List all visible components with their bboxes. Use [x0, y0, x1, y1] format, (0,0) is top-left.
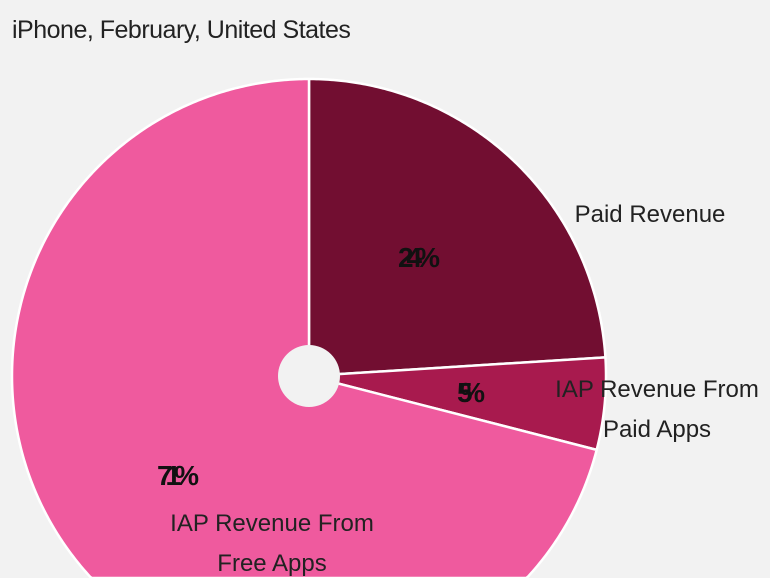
data-label-2: 5% — [457, 377, 485, 408]
pie-slice-3 — [10, 77, 598, 578]
pie-slice-1 — [307, 77, 607, 378]
category-label-3: Free Apps — [217, 550, 326, 577]
donut-hole — [278, 345, 340, 407]
data-label-3: 71% — [157, 460, 199, 491]
category-label-2: IAP Revenue From — [555, 376, 759, 403]
chart-title: iPhone, February, United States — [12, 16, 351, 44]
category-label-1: Paid Revenue — [575, 201, 726, 228]
pie-slice-2 — [307, 356, 608, 452]
category-label-3: IAP Revenue From — [170, 510, 374, 537]
category-label-2: Paid Apps — [603, 416, 711, 443]
data-label-1: 24% — [398, 242, 440, 273]
